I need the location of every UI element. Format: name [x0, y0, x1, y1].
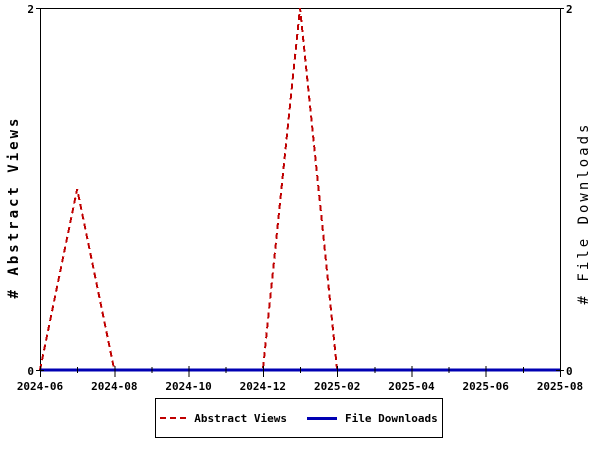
- y-axis-label-left: # Abstract Views: [6, 115, 22, 299]
- x-tick-label: 2024-06: [17, 380, 64, 393]
- y-axis-label-right: # File Downloads: [576, 121, 592, 305]
- legend: Abstract Views File Downloads: [155, 398, 443, 438]
- abstract-views-line-sample: [160, 417, 187, 419]
- y-tick-label-left: 2: [27, 3, 34, 16]
- x-tick-label: 2025-06: [463, 380, 510, 393]
- x-tick-label: 2024-12: [240, 380, 286, 393]
- x-tick-label: 2024-08: [91, 380, 137, 393]
- legend-label-file-downloads: File Downloads: [345, 411, 438, 425]
- x-tick-label: 2025-08: [537, 380, 583, 393]
- legend-item-abstract-views: Abstract Views: [160, 412, 287, 425]
- y-tick-label-left: 0: [27, 365, 34, 378]
- x-tick-label: 2025-04: [388, 380, 435, 393]
- legend-label-abstract-views: Abstract Views: [194, 411, 287, 425]
- plot-border: [40, 8, 561, 371]
- x-tick-label: 2025-02: [314, 380, 360, 393]
- legend-item-file-downloads: File Downloads: [307, 412, 438, 425]
- series-line-abstract-views: [39, 7, 560, 371]
- y-tick-label-right: 2: [566, 3, 573, 16]
- file-downloads-line-sample: [307, 416, 337, 420]
- x-tick-label: 2024-10: [165, 380, 211, 393]
- y-tick-label-right: 0: [566, 365, 573, 378]
